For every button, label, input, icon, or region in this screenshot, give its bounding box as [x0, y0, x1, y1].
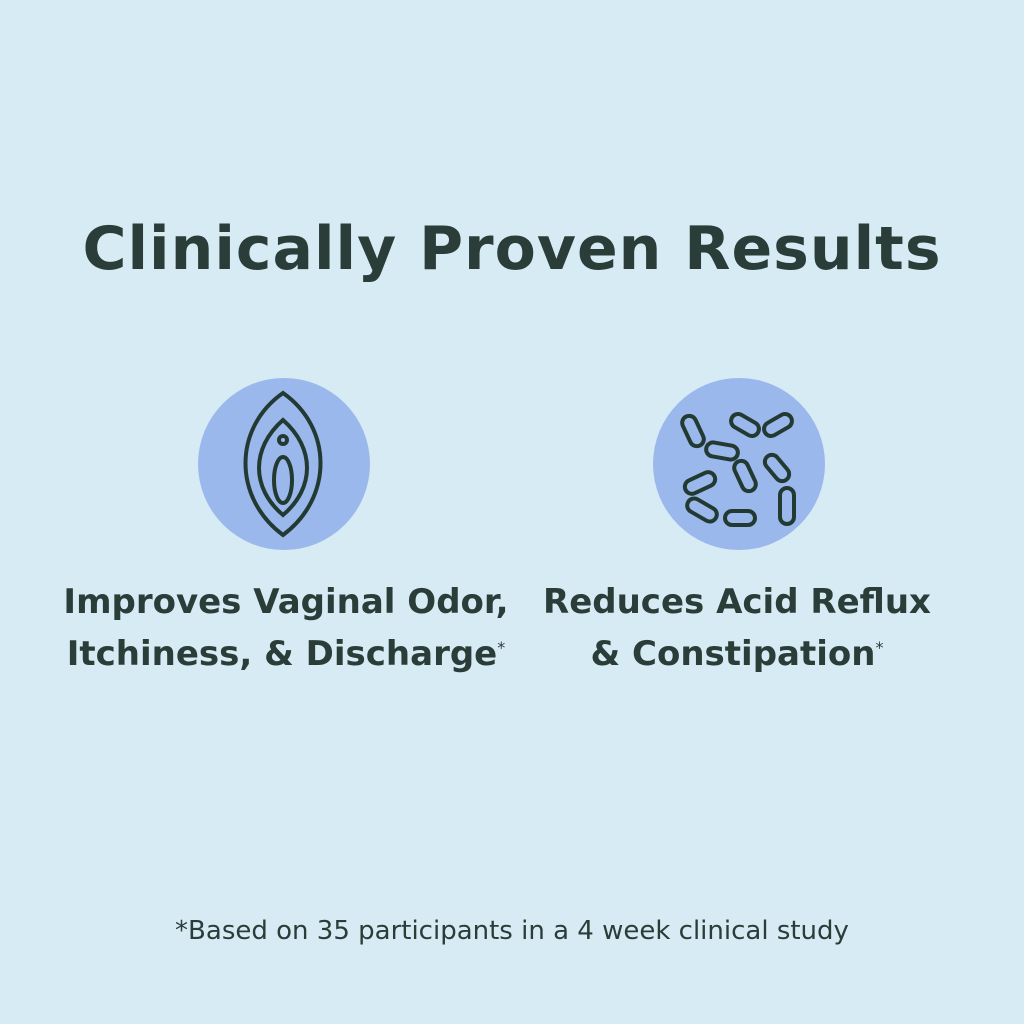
- benefit-1-line2: Itchiness, & Discharge: [66, 634, 498, 674]
- bacteria-icon: [653, 378, 825, 550]
- asterisk: *: [497, 638, 506, 657]
- bacterium-shape: [778, 486, 796, 526]
- benefit-1-line1: Improves Vaginal Odor,: [63, 582, 509, 622]
- bacterium-shape: [732, 458, 758, 494]
- bacterium-shape: [762, 412, 794, 438]
- bacterium-shape: [723, 509, 757, 527]
- bacterium-shape: [680, 413, 706, 449]
- bacterium-shape: [762, 452, 792, 484]
- asterisk: *: [875, 638, 884, 657]
- benefit-2-line2: & Constipation: [590, 634, 876, 674]
- footnote: *Based on 35 participants in a 4 week cl…: [175, 916, 849, 946]
- vulva-icon: [198, 378, 370, 550]
- bacterium-shape: [685, 496, 719, 524]
- benefit-2-line1: Reduces Acid Reflux: [543, 582, 931, 622]
- bacterium-shape: [682, 470, 718, 496]
- bacterium-shape: [704, 440, 740, 462]
- benefit-1: Improves Vaginal Odor, Itchiness, & Disc…: [56, 576, 516, 680]
- bacterium-shape: [729, 412, 761, 438]
- benefit-2: Reduces Acid Reflux & Constipation*: [507, 576, 967, 680]
- page-title: Clinically Proven Results: [82, 214, 942, 284]
